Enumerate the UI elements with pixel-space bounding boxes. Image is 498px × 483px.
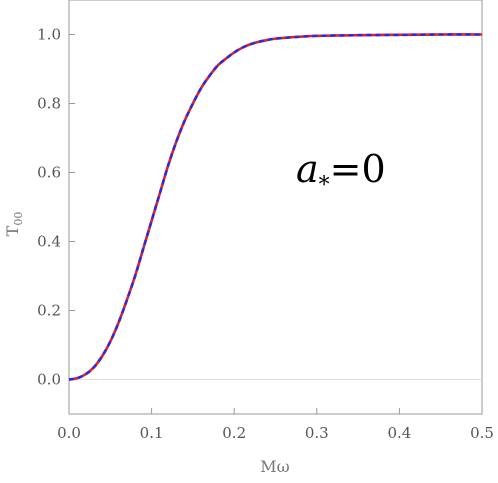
y-tick-label: 0.2 (37, 302, 61, 320)
x-tick-label: 0.3 (305, 424, 329, 442)
y-axis-label: T00 (3, 212, 25, 237)
x-axis-label: Mω (260, 457, 289, 476)
x-tick-label: 0.4 (387, 424, 411, 442)
y-tick-label: 0.8 (37, 95, 61, 113)
series-layer (68, 33, 483, 381)
y-axis-ticks: 0.0 0.2 0.4 0.6 0.8 1.0 (37, 26, 75, 389)
y-tick-label: 0.4 (37, 233, 61, 251)
annotation-label: a*=0 (296, 147, 386, 198)
y-tick-label: 0.6 (37, 164, 61, 182)
series-line-2 (68, 33, 483, 381)
x-tick-label: 0.2 (222, 424, 246, 442)
x-axis-ticks: 0.0 0.1 0.2 0.3 0.4 0.5 (57, 408, 494, 442)
y-tick-label: 1.0 (37, 26, 61, 44)
series-line-1 (68, 33, 483, 381)
plot-frame (68, 0, 483, 415)
x-tick-label: 0.0 (57, 424, 81, 442)
x-tick-label: 0.1 (140, 424, 164, 442)
y-tick-label: 0.0 (37, 371, 61, 389)
x-tick-label: 0.5 (470, 424, 494, 442)
